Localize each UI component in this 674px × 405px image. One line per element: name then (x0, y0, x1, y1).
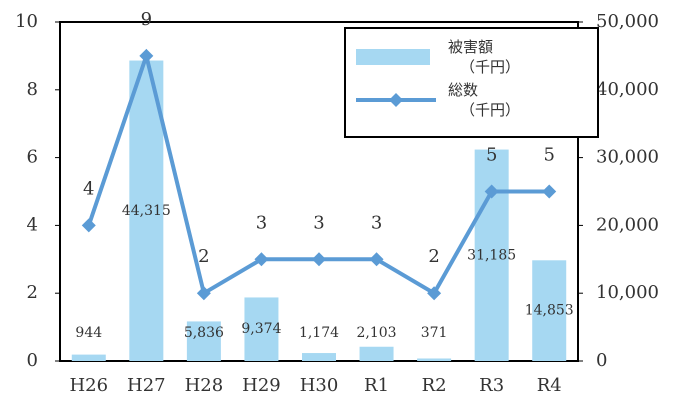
bar-value-label: 31,185 (467, 247, 516, 263)
bar (244, 297, 279, 361)
line-marker (196, 286, 211, 301)
x-tick-label: H28 (185, 375, 224, 396)
bar-value-label: 1,174 (299, 325, 339, 341)
y-tick-label: 6 (27, 147, 38, 168)
line-marker (369, 252, 384, 267)
bar-value-label: 5,836 (184, 325, 224, 341)
line-value-label: 3 (256, 212, 267, 233)
y2-tick-label: 50,000 (596, 11, 659, 32)
y-tick-label: 10 (15, 11, 38, 32)
bar-value-label: 944 (75, 325, 102, 341)
legend-label-line: 総数 (448, 81, 478, 99)
y2-tick-label: 20,000 (596, 214, 659, 235)
bar (359, 346, 394, 361)
line-value-label: 3 (371, 212, 382, 233)
legend-label: 総数 （千円） (448, 81, 520, 119)
line-marker (139, 48, 154, 63)
legend-label-line: （千円） (460, 58, 520, 76)
line-value-label: 4 (83, 178, 94, 199)
bar (302, 353, 336, 361)
bar-value-label: 2,103 (357, 325, 397, 341)
bar-value-label: 14,853 (525, 303, 574, 319)
legend-label-line: 被害額 (448, 38, 493, 56)
line-marker (81, 218, 96, 233)
x-tick-label: H29 (242, 375, 281, 396)
legend-marker (389, 93, 403, 107)
x-tick-label: H26 (69, 375, 108, 396)
line-value-label: 5 (486, 145, 497, 166)
x-tick-label: R3 (479, 375, 504, 396)
bar (71, 354, 106, 361)
y2-tick-label: 30,000 (596, 147, 659, 168)
bar-value-label: 9,374 (241, 321, 281, 337)
y-tick-label: 0 (27, 350, 38, 371)
y2-tick-label: 40,000 (596, 79, 659, 100)
line-value-label: 5 (543, 145, 554, 166)
x-tick-label: H27 (127, 375, 166, 396)
line-value-label: 2 (198, 246, 209, 267)
legend-swatch (356, 49, 430, 65)
line-value-label: 2 (428, 246, 439, 267)
line-marker (254, 252, 269, 267)
legend-box (344, 27, 599, 138)
y-tick-label: 4 (27, 214, 38, 235)
x-tick-label: R2 (422, 375, 447, 396)
line-marker (427, 286, 442, 301)
y2-tick-label: 0 (596, 350, 607, 371)
y2-tick-label: 10,000 (596, 282, 659, 303)
y-tick-label: 8 (27, 79, 38, 100)
line-marker (542, 184, 557, 199)
line-value-label: 9 (141, 9, 152, 30)
y-tick-label: 2 (27, 282, 38, 303)
x-tick-label: R1 (364, 375, 389, 396)
legend-label-line: （千円） (460, 101, 520, 119)
line-marker (312, 252, 326, 267)
bar-value-label: 44,315 (122, 203, 171, 219)
x-tick-label: H30 (300, 375, 339, 396)
line-marker (484, 184, 499, 199)
legend-label: 被害額 （千円） (448, 38, 520, 76)
x-tick-label: R4 (537, 375, 562, 396)
bar (532, 260, 567, 361)
bar-value-label: 371 (421, 325, 448, 341)
bar (417, 358, 452, 361)
bar (186, 321, 221, 361)
line-value-label: 3 (313, 212, 324, 233)
